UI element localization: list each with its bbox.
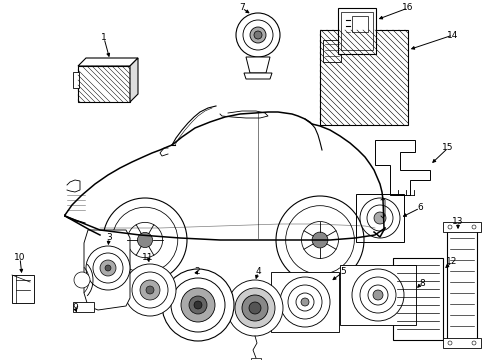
Circle shape <box>194 301 202 309</box>
Bar <box>446 230 476 340</box>
Polygon shape <box>73 302 94 312</box>
Text: 3: 3 <box>106 234 112 243</box>
Circle shape <box>189 296 206 314</box>
Circle shape <box>248 302 261 314</box>
Circle shape <box>235 288 274 328</box>
Bar <box>442 338 480 348</box>
Circle shape <box>137 233 152 248</box>
Polygon shape <box>244 73 271 79</box>
Circle shape <box>105 265 111 271</box>
Circle shape <box>146 286 154 294</box>
Bar <box>442 222 480 232</box>
Text: 16: 16 <box>402 4 413 13</box>
Text: 5: 5 <box>340 267 345 276</box>
Polygon shape <box>245 57 269 73</box>
Text: 15: 15 <box>441 144 453 153</box>
Bar <box>73 72 79 88</box>
Circle shape <box>100 260 116 276</box>
Bar <box>340 12 372 50</box>
Circle shape <box>124 264 176 316</box>
Circle shape <box>253 31 262 39</box>
Bar <box>355 194 403 242</box>
Text: 2: 2 <box>194 267 200 276</box>
Circle shape <box>243 20 272 50</box>
Circle shape <box>275 196 363 284</box>
Text: 11: 11 <box>142 253 153 262</box>
Circle shape <box>162 269 234 341</box>
Circle shape <box>86 246 130 290</box>
Bar <box>78 66 130 102</box>
Circle shape <box>351 269 403 321</box>
Text: 13: 13 <box>451 217 463 226</box>
Circle shape <box>140 280 160 300</box>
Circle shape <box>181 288 215 322</box>
Text: 6: 6 <box>416 203 422 212</box>
Polygon shape <box>374 140 429 195</box>
Text: 9: 9 <box>72 303 78 312</box>
Text: 10: 10 <box>14 253 26 262</box>
Circle shape <box>373 212 385 224</box>
Circle shape <box>301 221 338 258</box>
Circle shape <box>280 277 329 327</box>
Text: 8: 8 <box>418 279 424 288</box>
Text: 4: 4 <box>255 267 260 276</box>
Text: 1: 1 <box>101 33 107 42</box>
Text: 7: 7 <box>239 4 244 13</box>
Polygon shape <box>84 230 130 310</box>
Circle shape <box>372 290 382 300</box>
Bar <box>392 258 442 340</box>
Text: 14: 14 <box>447 31 458 40</box>
Bar <box>323 40 340 62</box>
Polygon shape <box>130 58 138 102</box>
Bar <box>319 30 407 125</box>
Bar <box>339 265 415 325</box>
Bar <box>270 272 338 332</box>
Bar <box>250 358 261 360</box>
Bar <box>337 8 375 54</box>
Circle shape <box>359 198 399 238</box>
Bar <box>12 275 34 303</box>
Circle shape <box>311 232 327 248</box>
Bar <box>351 16 367 32</box>
Circle shape <box>242 295 267 321</box>
Circle shape <box>127 222 163 258</box>
Bar <box>386 268 393 283</box>
Circle shape <box>301 298 308 306</box>
Polygon shape <box>78 58 138 66</box>
Circle shape <box>103 198 186 282</box>
Circle shape <box>236 13 280 57</box>
Circle shape <box>74 272 90 288</box>
Circle shape <box>249 27 265 43</box>
Circle shape <box>226 280 283 336</box>
Text: 12: 12 <box>446 257 457 266</box>
